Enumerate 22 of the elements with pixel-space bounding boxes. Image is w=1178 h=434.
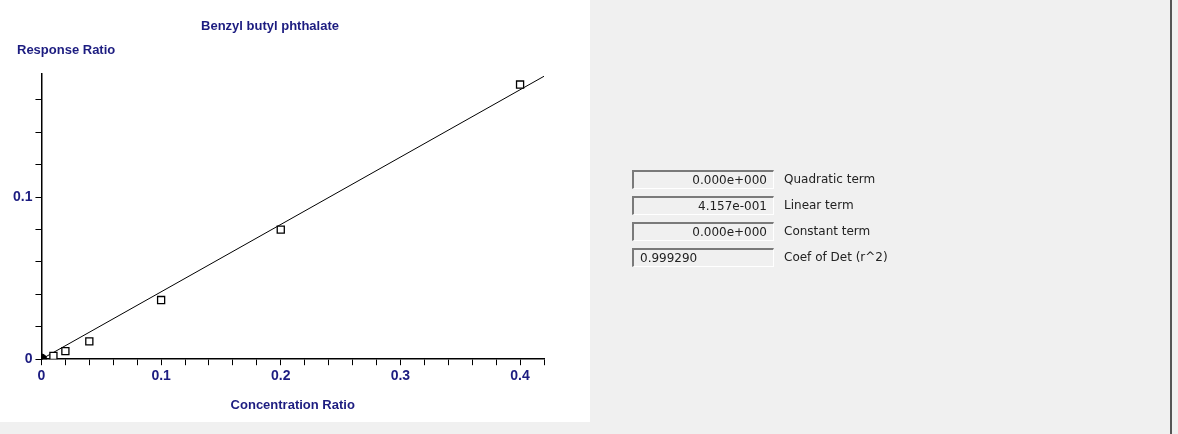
point <box>61 346 70 356</box>
x-axis-title: Concentration Ratio <box>230 397 355 412</box>
point <box>276 225 285 234</box>
x-tick-label: 0 <box>37 367 46 384</box>
value-field: 0.999290 <box>632 247 774 267</box>
chart-title: Benzyl butyl phthalate <box>201 18 339 33</box>
point <box>515 80 525 89</box>
text: Coef of Det (r^2) <box>784 250 888 264</box>
x-tick-label: 0.1 <box>151 367 172 384</box>
text: Linear term <box>784 198 854 212</box>
x-tick-label: 0.4 <box>510 367 531 384</box>
text: Constant term <box>784 224 871 238</box>
point <box>85 337 94 346</box>
text: Quadratic term <box>784 172 876 186</box>
value-field: 0.000e+000 <box>632 169 774 189</box>
value-field: 0.000e+000 <box>632 221 774 241</box>
point <box>49 351 58 360</box>
point <box>156 295 166 305</box>
x-tick-label: 0.2 <box>271 367 291 384</box>
y-axis-title: Response Ratio <box>17 42 116 57</box>
value-field: 4.157e-001 <box>632 195 774 215</box>
x-tick-label: 0.3 <box>390 367 411 384</box>
